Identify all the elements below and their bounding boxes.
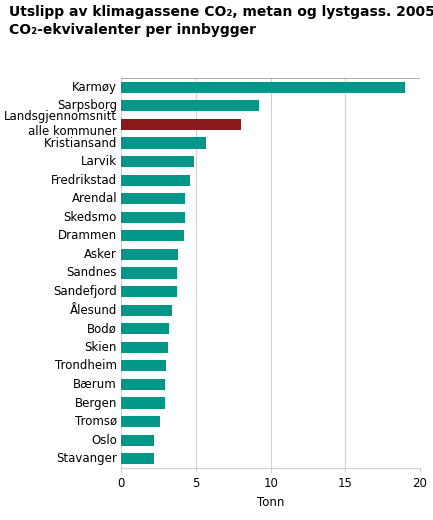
Bar xyxy=(121,82,405,93)
Bar xyxy=(121,360,166,371)
Bar xyxy=(121,175,190,186)
Bar xyxy=(121,212,185,223)
Bar xyxy=(121,397,165,409)
Bar xyxy=(121,323,169,334)
Bar xyxy=(121,435,154,446)
Bar xyxy=(121,193,185,204)
Bar xyxy=(121,453,154,464)
Bar xyxy=(121,286,177,297)
Bar xyxy=(121,119,241,130)
Bar xyxy=(121,100,259,111)
Bar xyxy=(121,156,194,167)
Bar xyxy=(121,342,168,353)
Bar xyxy=(121,305,172,316)
Text: Utslipp av klimagassene CO₂, metan og lystgass. 2005. Tonn
CO₂-ekvivalenter per : Utslipp av klimagassene CO₂, metan og ly… xyxy=(9,5,433,36)
Bar xyxy=(121,379,165,390)
X-axis label: Tonn: Tonn xyxy=(257,496,284,509)
Bar xyxy=(121,230,184,241)
Bar xyxy=(121,137,207,149)
Bar xyxy=(121,267,177,279)
Bar xyxy=(121,249,178,260)
Bar xyxy=(121,416,160,427)
